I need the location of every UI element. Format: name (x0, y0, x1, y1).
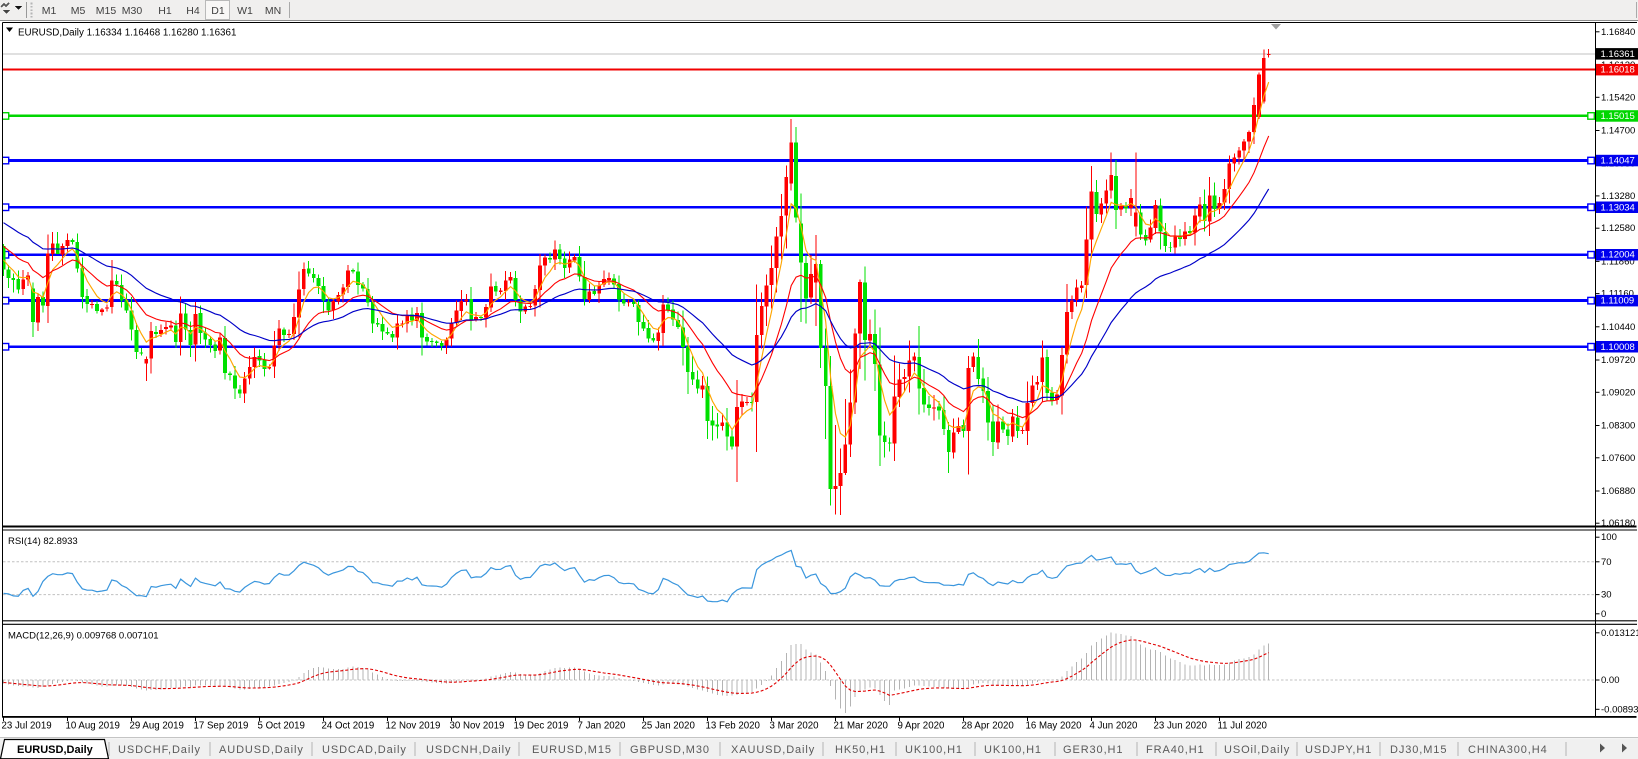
svg-text:MACD(12,26,9) 0.009768 0.00710: MACD(12,26,9) 0.009768 0.007101 (8, 631, 159, 642)
svg-text:30 Nov 2019: 30 Nov 2019 (450, 721, 505, 732)
svg-text:H4: H4 (186, 5, 200, 17)
svg-text:FRA40,H1: FRA40,H1 (1146, 744, 1205, 756)
svg-text:EURUSD,Daily: EURUSD,Daily (17, 744, 94, 756)
svg-text:0.00: 0.00 (1601, 675, 1620, 686)
svg-text:25 Jan 2020: 25 Jan 2020 (642, 721, 696, 732)
svg-text:RSI(14) 82.8933: RSI(14) 82.8933 (8, 536, 78, 547)
svg-text:70: 70 (1601, 557, 1612, 568)
svg-text:M1: M1 (42, 5, 57, 17)
svg-text:1.13280: 1.13280 (1601, 191, 1635, 202)
svg-text:1.14047: 1.14047 (1601, 156, 1635, 167)
svg-text:1.15015: 1.15015 (1601, 111, 1635, 122)
svg-text:1.11009: 1.11009 (1601, 296, 1635, 307)
svg-text:USOil,Daily: USOil,Daily (1224, 744, 1290, 756)
svg-text:100: 100 (1601, 532, 1617, 543)
svg-text:USDCAD,Daily: USDCAD,Daily (322, 744, 407, 756)
svg-text:USDJPY,H1: USDJPY,H1 (1305, 744, 1372, 756)
svg-text:1.12580: 1.12580 (1601, 223, 1635, 234)
svg-text:1.06180: 1.06180 (1601, 518, 1635, 529)
svg-text:7 Jan 2020: 7 Jan 2020 (578, 721, 627, 732)
svg-text:1.08300: 1.08300 (1601, 421, 1635, 432)
svg-text:1.13034: 1.13034 (1601, 202, 1635, 213)
svg-text:AUDUSD,Daily: AUDUSD,Daily (219, 744, 304, 756)
svg-text:16 May 2020: 16 May 2020 (1026, 721, 1083, 732)
svg-text:19 Dec 2019: 19 Dec 2019 (514, 721, 569, 732)
svg-text:M15: M15 (96, 5, 117, 17)
svg-text:5 Oct 2019: 5 Oct 2019 (258, 721, 305, 732)
svg-text:1.10008: 1.10008 (1601, 342, 1635, 353)
svg-text:23 Jun 2020: 23 Jun 2020 (1154, 721, 1208, 732)
svg-text:W1: W1 (237, 5, 253, 17)
svg-text:H1: H1 (158, 5, 172, 17)
svg-text:-0.008933: -0.008933 (1601, 704, 1638, 715)
svg-text:MN: MN (265, 5, 281, 17)
svg-text:24 Oct 2019: 24 Oct 2019 (322, 721, 375, 732)
svg-text:UK100,H1: UK100,H1 (984, 744, 1042, 756)
svg-text:HK50,H1: HK50,H1 (835, 744, 886, 756)
svg-text:1.11860: 1.11860 (1601, 256, 1635, 267)
svg-text:1.14700: 1.14700 (1601, 126, 1635, 137)
svg-text:XAUUSD,Daily: XAUUSD,Daily (731, 744, 815, 756)
svg-text:1.11160: 1.11160 (1601, 289, 1634, 300)
svg-text:1.07600: 1.07600 (1601, 453, 1635, 464)
svg-text:3 Mar 2020: 3 Mar 2020 (770, 721, 820, 732)
svg-text:1.16840: 1.16840 (1601, 27, 1635, 38)
svg-text:DJ30,M15: DJ30,M15 (1390, 744, 1447, 756)
svg-text:USDCNH,Daily: USDCNH,Daily (426, 744, 511, 756)
svg-text:GBPUSD,M30: GBPUSD,M30 (630, 744, 710, 756)
svg-text:1.15420: 1.15420 (1601, 92, 1635, 103)
svg-text:GER30,H1: GER30,H1 (1063, 744, 1123, 756)
svg-text:1.16361: 1.16361 (1601, 49, 1635, 60)
svg-text:4 Jun 2020: 4 Jun 2020 (1090, 721, 1139, 732)
svg-text:UK100,H1: UK100,H1 (905, 744, 963, 756)
svg-text:11 Jul 2020: 11 Jul 2020 (1218, 721, 1268, 732)
svg-text:1.10440: 1.10440 (1601, 322, 1635, 333)
svg-text:13 Feb 2020: 13 Feb 2020 (706, 721, 761, 732)
svg-text:30: 30 (1601, 590, 1612, 601)
svg-text:1.12004: 1.12004 (1601, 250, 1635, 261)
svg-text:M5: M5 (71, 5, 86, 17)
svg-text:0.013121: 0.013121 (1601, 628, 1638, 639)
svg-text:1.16018: 1.16018 (1601, 65, 1635, 76)
svg-text:0: 0 (1601, 609, 1606, 620)
svg-text:9 Apr 2020: 9 Apr 2020 (898, 721, 945, 732)
svg-text:10 Aug 2019: 10 Aug 2019 (66, 721, 120, 732)
svg-text:USDCHF,Daily: USDCHF,Daily (118, 744, 201, 756)
svg-text:29 Aug 2019: 29 Aug 2019 (130, 721, 184, 732)
svg-text:EURUSD,M15: EURUSD,M15 (532, 744, 612, 756)
svg-text:1.06880: 1.06880 (1601, 486, 1635, 497)
svg-text:EURUSD,Daily 1.16334 1.16468: EURUSD,Daily 1.16334 1.16468 1.16280 1.1… (18, 28, 236, 39)
svg-text:17 Sep 2019: 17 Sep 2019 (194, 721, 249, 732)
svg-text:D1: D1 (211, 5, 225, 17)
svg-text:23 Jul 2019: 23 Jul 2019 (2, 721, 52, 732)
svg-text:12 Nov 2019: 12 Nov 2019 (386, 721, 441, 732)
svg-text:1.09720: 1.09720 (1601, 355, 1635, 366)
svg-text:M30: M30 (122, 5, 143, 17)
svg-text:21 Mar 2020: 21 Mar 2020 (834, 721, 889, 732)
svg-text:1.09020: 1.09020 (1601, 387, 1635, 398)
svg-text:CHINA300,H4: CHINA300,H4 (1468, 744, 1548, 756)
svg-text:28 Apr 2020: 28 Apr 2020 (962, 721, 1015, 732)
